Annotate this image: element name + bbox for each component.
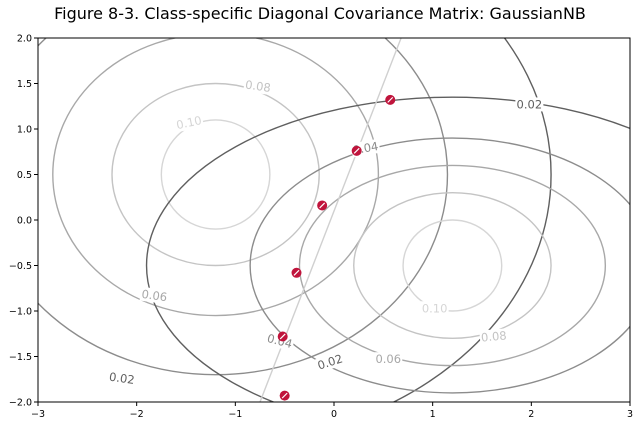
x-tick-label: 1 — [430, 409, 436, 420]
y-tick-label: 2.0 — [17, 34, 32, 45]
contour-label: 0.08 — [480, 328, 507, 344]
y-tick-label: −2.0 — [9, 398, 32, 409]
contour-class1-0.02 — [38, 38, 552, 402]
contour-class1-0.04 — [38, 38, 449, 376]
contour-label: 0.08 — [244, 78, 271, 95]
contour-class2-0.08 — [353, 191, 552, 340]
contour-label: 0.06 — [141, 287, 168, 304]
y-tick-label: 0.0 — [17, 216, 32, 227]
data-point-mark — [319, 202, 326, 209]
contour-class1-0.06 — [52, 38, 380, 317]
contour-label: 0.02 — [108, 370, 135, 387]
x-tick-label: −3 — [31, 409, 45, 420]
contour-label: 0.10 — [175, 113, 203, 132]
x-tick-label: 0 — [331, 409, 337, 420]
contour-label-bg — [173, 112, 205, 133]
contour-label-group: 0.06 — [374, 352, 403, 367]
x-tick-label: 3 — [627, 409, 633, 420]
x-tick-label: 2 — [528, 409, 534, 420]
contour-label-bg — [374, 352, 403, 367]
contour-class2-0.04 — [249, 137, 630, 394]
contour-label-group: 0.06 — [139, 286, 170, 305]
data-point-mark — [293, 269, 300, 276]
contour-class2-0.02 — [145, 96, 630, 402]
contour-label-bg — [515, 97, 544, 112]
contour-class2-0.06 — [298, 164, 607, 367]
contour-label-bg — [314, 350, 346, 373]
x-tick-label: −1 — [228, 409, 242, 420]
contour-label: 0.06 — [375, 352, 401, 366]
contour-label-group: 0.10 — [173, 112, 205, 133]
contour-label-bg — [420, 301, 449, 316]
contour-label: 0.02 — [517, 97, 543, 111]
contour-label-group: 0.10 — [420, 301, 449, 316]
y-tick-label: −0.5 — [9, 261, 32, 272]
x-tick-label: −2 — [130, 409, 144, 420]
contour-class1-0.10 — [160, 119, 271, 230]
contour-label-bg — [139, 286, 170, 305]
contour-label: 0.10 — [422, 301, 448, 315]
data-point-mark — [281, 392, 288, 399]
contour-label-group: 0.08 — [479, 328, 509, 345]
contour-label-bg — [107, 369, 137, 388]
contour-label-bg — [243, 77, 273, 96]
y-tick-label: −1.5 — [9, 352, 32, 363]
y-tick-label: 0.5 — [17, 170, 32, 181]
contour-label: 0.02 — [316, 351, 345, 372]
data-point-mark — [353, 147, 360, 154]
contour-label-group: 0.02 — [515, 97, 544, 112]
chart-title: Figure 8-3. Class-specific Diagonal Cova… — [54, 4, 586, 23]
y-tick-label: 1.0 — [17, 125, 32, 136]
y-tick-label: 1.5 — [17, 79, 32, 90]
y-tick-label: −1.0 — [9, 307, 32, 318]
data-point-mark — [387, 96, 394, 103]
contour-class2-0.10 — [402, 219, 503, 312]
data-point-mark — [279, 333, 286, 340]
contour-label-group: 0.02 — [107, 369, 137, 388]
contour-label-bg — [479, 328, 509, 345]
contour-class1-0.08 — [111, 82, 320, 267]
contour-label-group: 0.08 — [243, 77, 273, 96]
